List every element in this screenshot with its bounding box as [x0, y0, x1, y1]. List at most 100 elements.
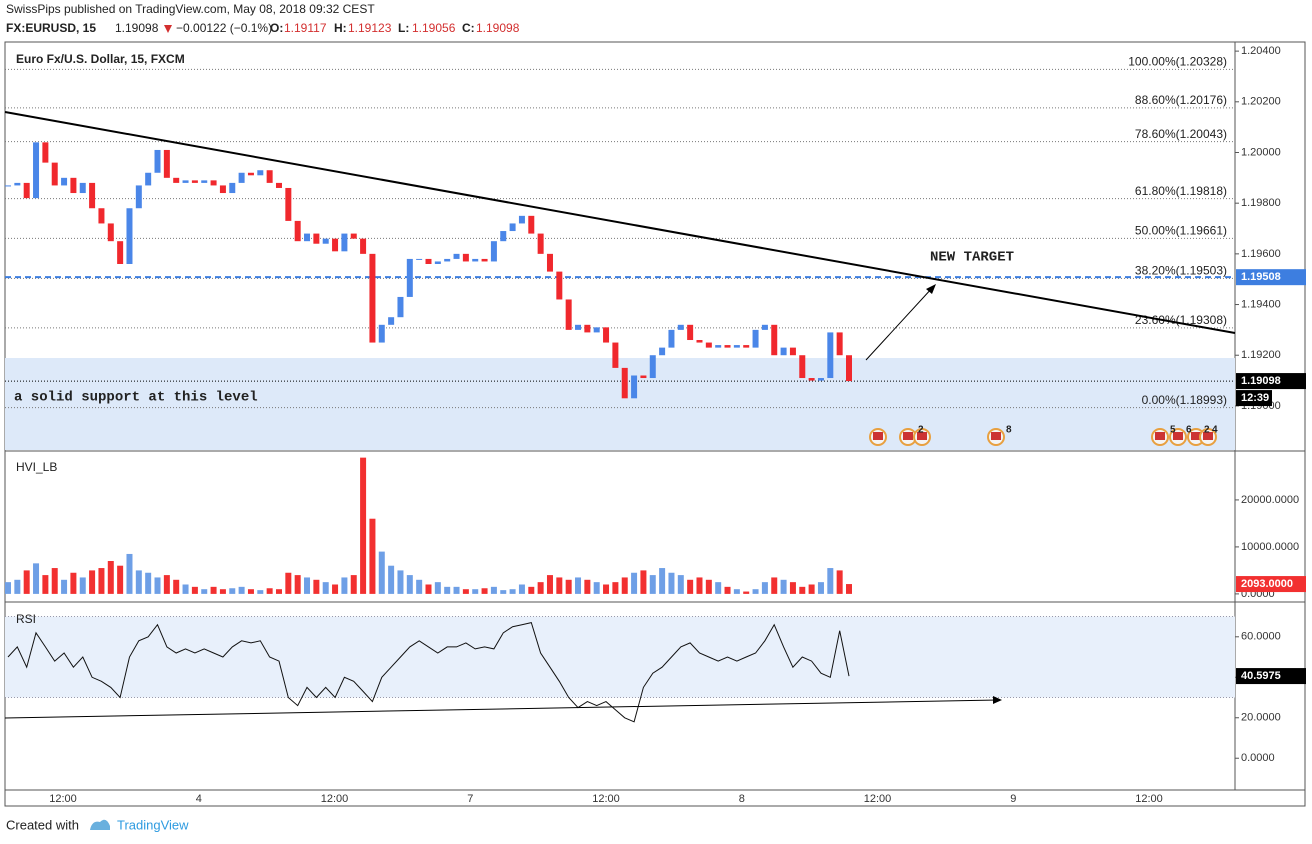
volume-bar: [79, 577, 86, 594]
y-tick-label: 0.0000: [1241, 752, 1275, 764]
publisher: SwissPips published on TradingView.com, …: [6, 2, 375, 16]
volume-bar: [434, 582, 441, 594]
volume-bar: [173, 579, 180, 594]
price-tag-label: 1.19098: [1241, 375, 1281, 387]
x-tick-label: 8: [739, 793, 745, 805]
brand[interactable]: TradingView: [117, 817, 189, 832]
candle: [257, 170, 264, 176]
fib-label: 61.80%(1.19818): [1135, 184, 1227, 198]
volume-bar: [425, 584, 432, 594]
candle: [584, 324, 591, 333]
candle: [14, 182, 21, 186]
volume-bar: [313, 579, 320, 594]
ohlc-value: 1.19117: [284, 21, 327, 35]
candle: [210, 180, 217, 186]
volume-bar: [191, 586, 198, 594]
candle: [528, 215, 535, 234]
candle: [565, 299, 572, 330]
annotation: NEW TARGET: [930, 250, 1014, 266]
candle: [219, 185, 226, 194]
candle: [687, 324, 694, 341]
fib-label: 38.20%(1.19503): [1135, 264, 1227, 278]
volume-bar: [715, 582, 722, 594]
candle: [752, 329, 759, 348]
candle: [705, 342, 712, 348]
event-flag: [903, 432, 913, 440]
y-tick-label: 1.19200: [1241, 349, 1281, 361]
candle: [500, 231, 507, 242]
candle: [294, 220, 301, 242]
candle: [369, 253, 376, 343]
candle: [603, 327, 610, 343]
volume-bar: [219, 589, 226, 594]
volume-bar: [612, 582, 619, 594]
candle: [275, 182, 282, 188]
volume-bar: [462, 589, 469, 594]
candle: [33, 142, 40, 199]
arrow-head: [926, 284, 936, 294]
candle: [173, 177, 180, 183]
volume-bar: [126, 553, 133, 594]
volume-bar: [696, 577, 703, 594]
volume-bar: [154, 577, 161, 594]
ohlc-key: L:: [398, 21, 409, 35]
candle: [163, 149, 170, 178]
y-tick-label: 1.20400: [1241, 45, 1281, 57]
volume-bar: [369, 518, 376, 594]
y-tick-label: 1.20200: [1241, 96, 1281, 108]
rsi-line: [7, 622, 850, 723]
countdown: 12:39: [1241, 392, 1269, 404]
volume-bar: [668, 572, 675, 594]
candle: [696, 340, 703, 343]
volume-bar: [210, 586, 217, 594]
volume-bar: [677, 575, 684, 594]
price-tag-label: 2093.0000: [1241, 578, 1293, 590]
candle: [23, 182, 30, 199]
countdown-box: [1236, 390, 1272, 407]
fib-label: 88.60%(1.20176): [1135, 93, 1227, 107]
candle: [5, 185, 11, 187]
volume-bar: [836, 570, 843, 594]
volume-bar: [509, 589, 516, 594]
price-tag-label: 40.5975: [1241, 670, 1281, 682]
candle: [397, 296, 404, 318]
candle: [117, 241, 124, 264]
candle: [266, 170, 273, 183]
volume-bar: [444, 586, 451, 594]
candle: [79, 182, 86, 194]
candle: [668, 329, 675, 348]
candle: [135, 185, 142, 209]
volume-bar: [61, 579, 68, 594]
volume-bar: [780, 579, 787, 594]
volume-bar: [771, 577, 778, 594]
candle: [360, 238, 367, 254]
candle: [836, 332, 843, 356]
candle: [546, 253, 553, 272]
symbol: FX:EURUSD, 15: [6, 21, 96, 35]
candle: [201, 180, 208, 183]
candle: [388, 317, 395, 325]
candle: [154, 149, 161, 173]
event-flag: [1203, 432, 1213, 440]
pane-title: RSI: [16, 612, 36, 626]
volume-bar: [201, 589, 208, 594]
price-tag-label: 1.19508: [1241, 271, 1281, 283]
volume-bar: [808, 584, 815, 594]
candle: [238, 172, 245, 183]
candle: [827, 332, 834, 379]
y-tick-label: 20000.0000: [1241, 494, 1299, 506]
volume-bar: [500, 590, 507, 594]
event-flag: [1155, 432, 1165, 440]
volume-bar: [247, 589, 254, 594]
target-arrow: [865, 286, 934, 361]
event-count: 4: [1212, 425, 1218, 436]
event-count: 5: [1170, 425, 1176, 436]
candle: [817, 378, 824, 381]
volume-bar: [182, 584, 189, 594]
ohlc-key: H:: [334, 21, 347, 35]
candle: [631, 375, 638, 399]
change: −0.00122 (−0.1%): [176, 21, 272, 35]
candle: [518, 215, 525, 224]
price-tag: [1236, 668, 1306, 685]
volume-bar: [453, 586, 460, 594]
